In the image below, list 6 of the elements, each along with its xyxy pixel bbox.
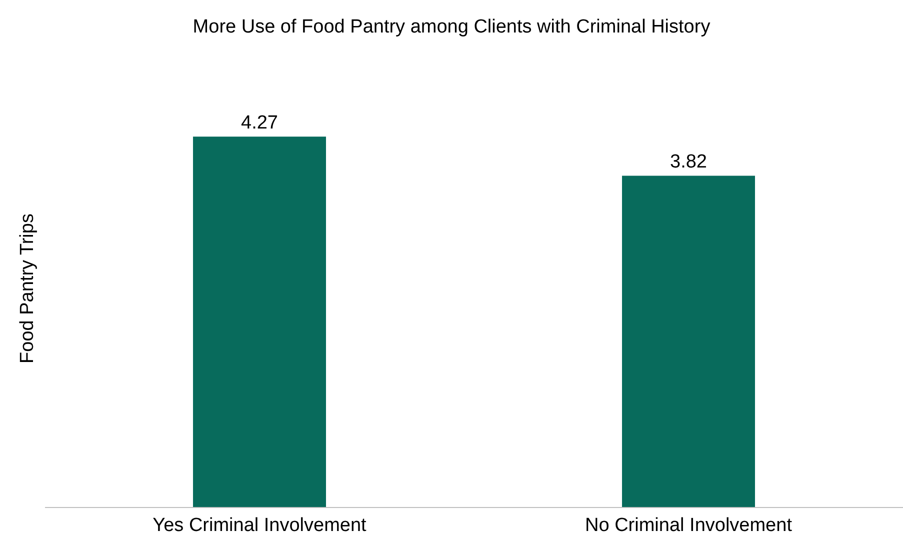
data-label: 3.82 — [670, 152, 707, 173]
y-axis-title: Food Pantry Trips — [16, 214, 38, 364]
chart-title: More Use of Food Pantry among Clients with Criminal History — [192, 16, 711, 38]
x-tick-label: Yes Criminal Involvement — [152, 514, 368, 536]
x-tick-label: No Criminal Involvement — [585, 514, 793, 536]
data-label: 4.27 — [241, 112, 278, 134]
